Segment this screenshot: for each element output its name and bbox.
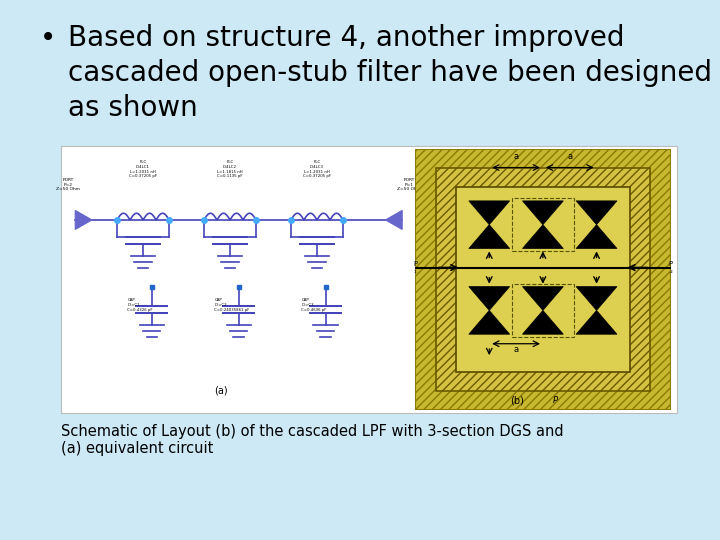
Polygon shape [576, 201, 617, 225]
Bar [512, 199, 574, 251]
Polygon shape [469, 225, 510, 248]
Text: (a): (a) [215, 386, 228, 396]
Text: CAP
ID=C3
C=0.4636 pF: CAP ID=C3 C=0.4636 pF [301, 299, 327, 312]
Bar [436, 167, 650, 392]
Polygon shape [469, 310, 510, 334]
Text: a: a [513, 152, 518, 161]
Text: (b): (b) [510, 395, 524, 405]
Text: PORT
P=1
Z=50 Ohm: PORT P=1 Z=50 Ohm [397, 178, 421, 191]
Text: $\theta_1$: $\theta_1$ [484, 313, 495, 326]
Text: $\theta_3$: $\theta_3$ [591, 313, 602, 326]
Text: $\theta_2$: $\theta_2$ [538, 313, 548, 326]
Polygon shape [385, 211, 402, 229]
Polygon shape [523, 225, 563, 248]
Text: a: a [513, 345, 518, 354]
Polygon shape [523, 201, 563, 225]
Polygon shape [576, 225, 617, 248]
Polygon shape [576, 287, 617, 310]
Polygon shape [523, 310, 563, 334]
Text: P: P [553, 396, 558, 405]
Text: P
₁: P ₁ [413, 261, 417, 274]
Text: CAP
ID=C1
C=0.4326 pF: CAP ID=C1 C=0.4326 pF [127, 299, 153, 312]
Polygon shape [469, 287, 510, 310]
Polygon shape [469, 201, 510, 225]
Polygon shape [523, 287, 563, 310]
Bar [456, 187, 630, 372]
Text: PLC
ID4LC3
L=1.2031 nH
C=0.37205 pF: PLC ID4LC3 L=1.2031 nH C=0.37205 pF [303, 160, 331, 178]
Text: CAP
ID=C2
C=0.24035861 pF: CAP ID=C2 C=0.24035861 pF [215, 299, 250, 312]
Text: Schematic of Layout (b) of the cascaded LPF with 3-section DGS and
(a) equivalen: Schematic of Layout (b) of the cascaded … [61, 424, 564, 456]
FancyBboxPatch shape [61, 146, 677, 413]
Bar [512, 284, 574, 336]
Polygon shape [75, 211, 92, 229]
Text: Based on structure 4, another improved
cascaded open-stub filter have been desig: Based on structure 4, another improved c… [68, 24, 712, 122]
Text: P
₂: P ₂ [669, 261, 672, 274]
Text: a: a [567, 152, 572, 161]
Polygon shape [576, 310, 617, 334]
Text: PORT
P=2
Z=50 Ohm: PORT P=2 Z=50 Ohm [56, 178, 80, 191]
Text: PLC
ID4LC1
L=1.2031 nH
C=0.37205 pF: PLC ID4LC1 L=1.2031 nH C=0.37205 pF [129, 160, 157, 178]
Text: •: • [40, 24, 56, 52]
Text: PLC
ID4LC2
L=1.1815 nH
C=0.1135 pF: PLC ID4LC2 L=1.1815 nH C=0.1135 pF [217, 160, 243, 178]
